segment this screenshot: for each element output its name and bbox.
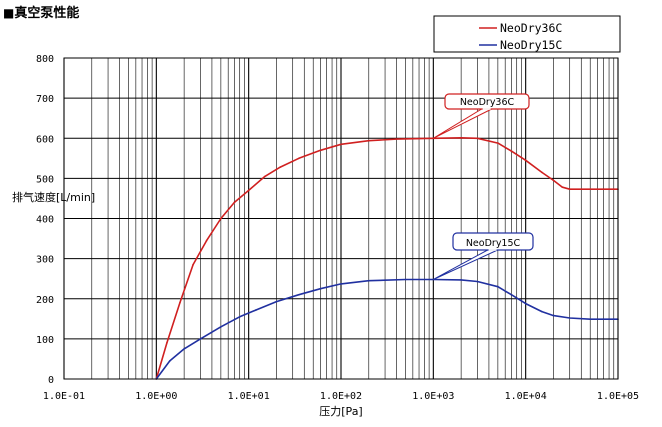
y-tick-label: 500: [36, 174, 54, 185]
data-point: [169, 360, 171, 362]
x-tick-label: 1.0E+03: [412, 391, 454, 402]
data-point: [395, 138, 398, 140]
x-tick-labels: 1.0E-01 1.0E+00 1.0E+01 1.0E+02 1.0E+03 1.0E+…: [43, 391, 639, 402]
data-point: [589, 188, 592, 191]
data-point: [524, 302, 527, 305]
legend: NeoDry36C NeoDry15C: [433, 15, 621, 53]
data-point: [568, 317, 571, 319]
data-point: [205, 239, 208, 242]
data-point: [476, 137, 479, 140]
x-tick-label: 1.0E+05: [597, 391, 639, 402]
y-axis-label: 排气速度[L/min]: [12, 190, 95, 204]
data-point: [179, 301, 181, 304]
y-tick-label: 700: [36, 94, 54, 105]
data-point: [552, 314, 555, 317]
data-point: [166, 342, 168, 344]
x-axis-label: 压力[Pa]: [319, 405, 362, 418]
data-point: [183, 348, 185, 350]
data-point: [367, 139, 370, 142]
data-point: [476, 280, 479, 283]
data-point: [367, 279, 370, 282]
data-point: [460, 279, 462, 281]
y-tick-label: 600: [36, 134, 54, 145]
chart-heading: ■真空泵性能: [3, 2, 79, 21]
data-point: [319, 149, 322, 152]
data-point: [541, 310, 543, 313]
data-point: [589, 318, 592, 321]
chart-title: 真空泵性能: [14, 6, 80, 21]
data-point: [192, 263, 194, 266]
y-tick-label: 200: [36, 295, 54, 306]
plot-frame: [63, 57, 619, 380]
callout-pointer: [433, 249, 498, 280]
callout-label: NeoDry15C: [466, 238, 521, 249]
square-bullet-icon: ■: [3, 6, 15, 20]
data-point: [510, 150, 513, 152]
legend-box: [433, 15, 621, 53]
legend-label: NeoDry36C: [500, 21, 562, 35]
y-tick-label: 100: [36, 335, 54, 346]
x-tick-label: 1.0E-01: [43, 391, 85, 402]
callout-pointer: [433, 108, 492, 139]
x-tick-label: 1.0E+01: [228, 391, 270, 402]
data-point: [199, 338, 202, 340]
data-point: [247, 189, 250, 192]
y-tick-label: 300: [36, 255, 54, 266]
y-tick-labels: 0 100 200 300 400 500 600 700 800: [36, 54, 54, 386]
data-point: [340, 283, 342, 285]
data-point: [233, 201, 236, 204]
data-point: [220, 217, 222, 220]
data-point: [497, 142, 499, 144]
data-point: [460, 137, 462, 139]
x-tick-label: 1.0E+00: [135, 391, 177, 402]
y-tick-label: 800: [36, 54, 54, 65]
data-point: [255, 309, 257, 311]
series-line-neodry15c: [155, 278, 618, 380]
data-point: [404, 278, 407, 281]
y-tick-label: 0: [48, 375, 54, 386]
data-point: [264, 175, 266, 178]
data-point: [524, 159, 527, 162]
data-point: [340, 143, 342, 146]
data-point: [220, 326, 222, 328]
callout-layer: NeoDry36C NeoDry15C: [433, 93, 534, 280]
callout-label: NeoDry36C: [460, 97, 515, 108]
data-point: [275, 300, 278, 303]
data-point: [298, 293, 300, 296]
data-point: [568, 188, 571, 191]
legend-label: NeoDry15C: [500, 38, 562, 52]
data-point: [319, 287, 322, 290]
data-point: [279, 166, 282, 168]
x-tick-label: 1.0E+04: [505, 391, 547, 402]
y-tick-label: 400: [36, 215, 54, 226]
data-point: [238, 316, 241, 318]
data-point: [510, 293, 513, 296]
data-point: [561, 186, 564, 189]
x-tick-label: 1.0E+02: [320, 391, 362, 402]
data-point: [541, 171, 543, 174]
data-point: [497, 285, 499, 288]
series-layer: [155, 137, 619, 380]
data-point: [552, 179, 555, 182]
data-point: [298, 157, 300, 160]
